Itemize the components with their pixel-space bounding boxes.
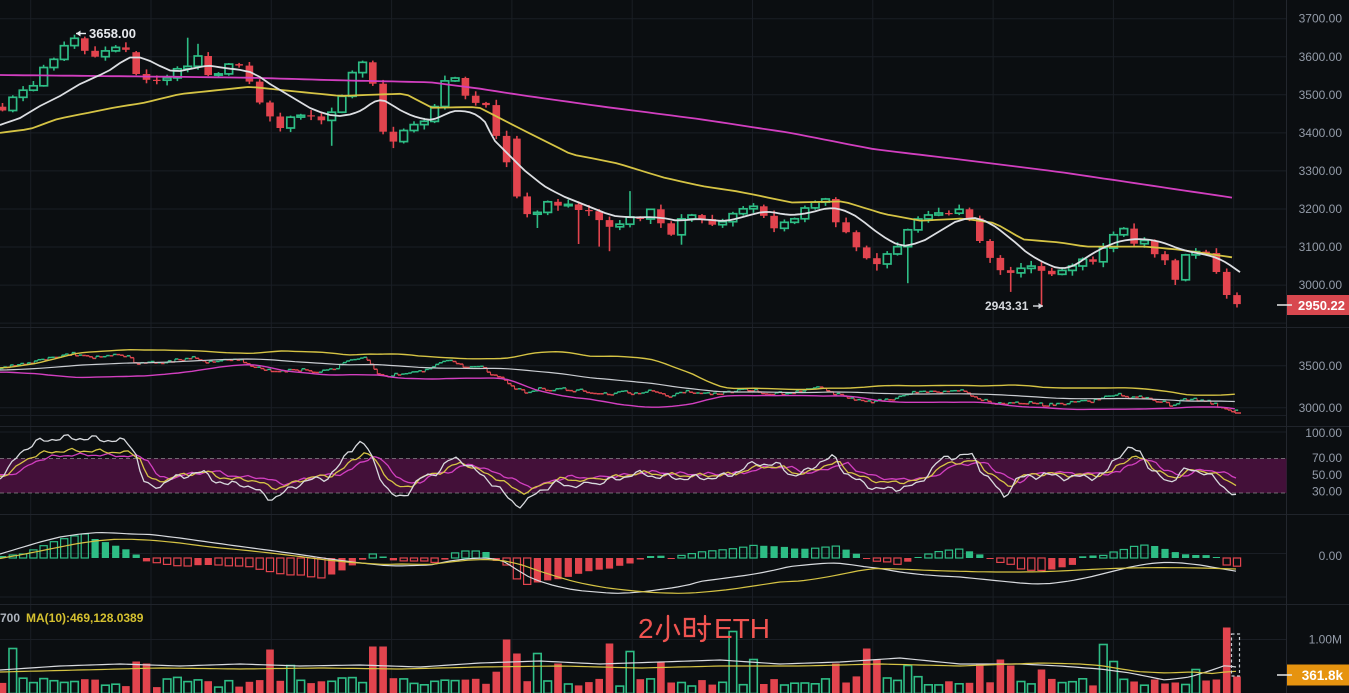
svg-text:50.00: 50.00: [1312, 468, 1342, 482]
svg-text:3500.00: 3500.00: [1299, 88, 1343, 102]
svg-text:2943.31: 2943.31: [985, 299, 1029, 313]
svg-text:3500.00: 3500.00: [1299, 359, 1343, 373]
svg-text:3658.00: 3658.00: [89, 26, 136, 41]
svg-text:3400.00: 3400.00: [1299, 126, 1343, 140]
svg-text:0.00: 0.00: [1319, 549, 1343, 563]
svg-text:700: 700: [0, 611, 20, 625]
svg-text:3000.00: 3000.00: [1299, 401, 1343, 415]
svg-text:3100.00: 3100.00: [1299, 240, 1343, 254]
svg-text:MA(10):469,128.0389: MA(10):469,128.0389: [26, 611, 144, 625]
svg-text:3700.00: 3700.00: [1299, 12, 1343, 26]
svg-text:2950.22: 2950.22: [1298, 298, 1345, 313]
svg-text:ETH: ETH: [714, 613, 770, 644]
svg-text:1.00M: 1.00M: [1309, 633, 1342, 647]
svg-text:2: 2: [638, 613, 654, 644]
svg-text:30.00: 30.00: [1312, 485, 1342, 499]
svg-text:100.00: 100.00: [1305, 426, 1342, 440]
svg-text:3600.00: 3600.00: [1299, 50, 1343, 64]
svg-text:3000.00: 3000.00: [1299, 278, 1343, 292]
svg-text:361.8k: 361.8k: [1302, 668, 1344, 683]
svg-text:3200.00: 3200.00: [1299, 202, 1343, 216]
svg-text:70.00: 70.00: [1312, 451, 1342, 465]
svg-text:3300.00: 3300.00: [1299, 164, 1343, 178]
